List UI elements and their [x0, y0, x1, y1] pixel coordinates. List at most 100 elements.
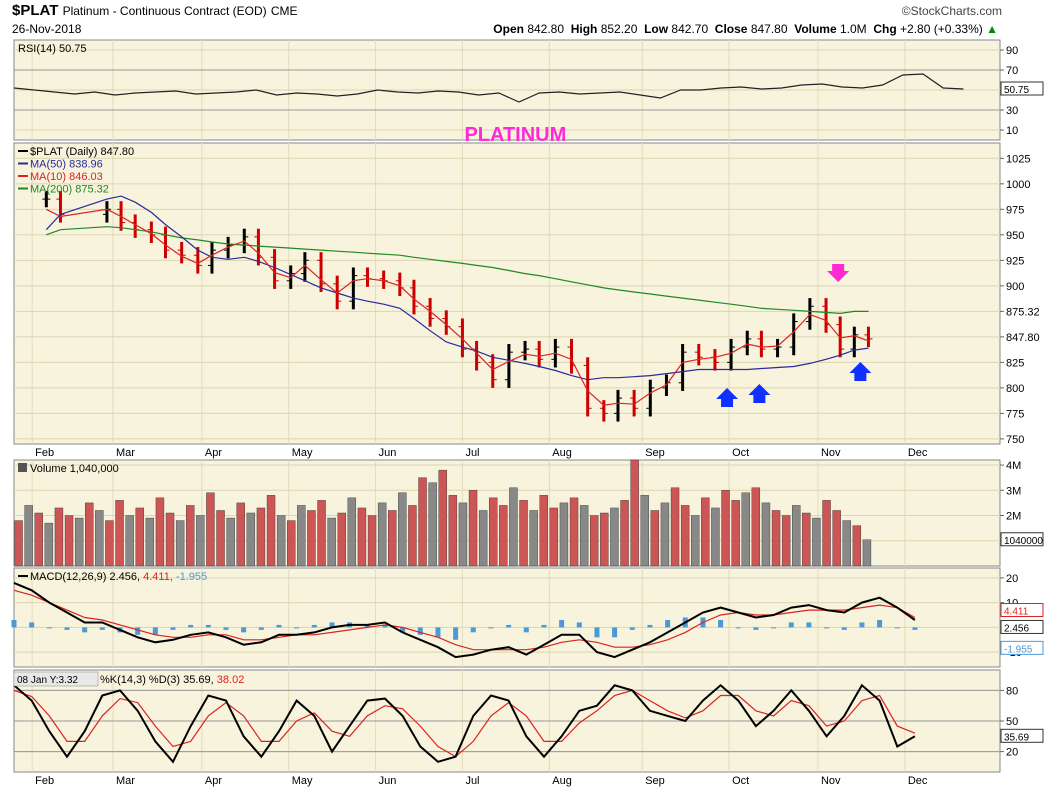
rsi-last-value-box — [1000, 81, 1044, 96]
stochastic-tick-label: 50 — [1006, 716, 1018, 728]
volume-bar — [155, 497, 165, 567]
volume-bar — [307, 510, 316, 567]
macd-histogram-bar — [788, 622, 794, 628]
close-value: 847.80 — [750, 22, 788, 36]
volume-tick-label: 2M — [1006, 511, 1021, 523]
brand-logo-text: ©StockCharts.com — [901, 4, 1002, 18]
price-month-label: Nov — [821, 447, 841, 459]
macd-histogram-bar — [912, 627, 918, 630]
rsi-tick-label: 10 — [1006, 125, 1018, 137]
volume-bar — [771, 510, 781, 567]
price-legend-entry: $PLAT (Daily) 847.80 — [30, 146, 134, 158]
volume-bar — [741, 492, 750, 567]
volume-bar — [802, 512, 811, 567]
volume-bar — [115, 500, 124, 567]
price-tick-label: 925 — [1006, 255, 1024, 267]
price-month-label: Jun — [379, 447, 397, 459]
volume-bar — [680, 505, 690, 567]
volume-bar — [135, 507, 144, 567]
volume-bar — [266, 495, 276, 567]
price-month-label: May — [292, 447, 313, 459]
macd-histogram-bar — [11, 619, 17, 628]
volume-bar — [85, 502, 94, 567]
rsi-legend: RSI(14) 50.75 — [18, 43, 86, 55]
price-month-label: Feb — [35, 447, 54, 459]
macd-histogram-bar — [46, 627, 52, 629]
price-month-label: Oct — [732, 447, 749, 459]
stochastic-month-label: May — [292, 775, 313, 787]
volume-bar — [54, 507, 64, 567]
macd-histogram-bar — [576, 622, 582, 628]
buy-signal-up-arrow-icon — [849, 362, 872, 381]
volume-bar — [388, 510, 397, 567]
symbol: $PLAT — [12, 2, 59, 19]
platinum-annotation: PLATINUM — [464, 124, 566, 146]
symbol-description: Platinum - Continuous Contract (EOD) — [62, 4, 267, 18]
price-tick-label: 1000 — [1006, 179, 1030, 191]
macd-histogram-bar — [894, 627, 900, 629]
stochastic-month-label: Jun — [379, 775, 397, 787]
volume-bar — [458, 502, 468, 567]
volume-bar — [64, 515, 74, 567]
price-tick-label: 975 — [1006, 204, 1024, 216]
volume-bar — [549, 507, 559, 567]
macd-histogram-bar — [29, 622, 35, 628]
volume-bar — [175, 520, 185, 567]
stochastic-month-label: Mar — [116, 775, 135, 787]
volume-bar — [640, 495, 649, 567]
rsi-last-value: 50.75 — [1004, 85, 1029, 96]
volume-bar — [812, 517, 821, 567]
volume-bar — [600, 512, 609, 567]
macd-histogram-bar — [612, 627, 618, 638]
macd-histogram-bar — [488, 627, 494, 629]
macd-histogram-bar — [400, 627, 406, 633]
price-month-label: Sep — [645, 447, 665, 459]
price-month-label: Jul — [465, 447, 479, 459]
volume-bar — [196, 515, 205, 567]
volume-bar — [711, 507, 720, 567]
crosshair-readout-box — [13, 671, 99, 687]
high-value: 852.20 — [600, 22, 638, 36]
volume-bar — [377, 502, 387, 567]
price-legend-entry: MA(10) 846.03 — [30, 171, 103, 183]
volume-bar — [246, 512, 256, 567]
macd-histogram-bar — [859, 622, 865, 628]
stochastic-month-label: Feb — [35, 775, 54, 787]
volume-bar — [670, 487, 680, 567]
volume-bar — [751, 487, 761, 567]
price-tick-label: 825 — [1006, 357, 1024, 369]
stochastic-d-line — [13, 689, 916, 758]
price-month-label: Apr — [205, 447, 222, 459]
volume-bar — [701, 497, 710, 567]
macd-hist-last-value-box — [1000, 640, 1044, 655]
macd-histogram-bar — [276, 624, 282, 628]
volume-legend-icon — [18, 463, 27, 472]
macd-histogram-bar — [435, 627, 441, 638]
volume-bar — [367, 515, 377, 567]
macd-legend: MACD(12,26,9) 2.456, 4.411, -1.955 — [30, 571, 207, 583]
symbol-title: $PLAT Platinum - Continuous Contract (EO… — [12, 2, 298, 19]
volume-bar — [297, 505, 306, 567]
volume-legend: Volume 1,040,000 — [30, 463, 119, 475]
macd-signal-line — [13, 589, 916, 651]
volume-label: Volume — [794, 22, 837, 36]
volume-bar — [186, 505, 195, 567]
macd-histogram-bar — [541, 624, 547, 628]
macd-histogram-bar — [99, 627, 105, 630]
macd-histogram-bar — [647, 624, 653, 628]
macd-histogram-bar — [771, 627, 777, 629]
macd-last-value: 2.456 — [1004, 623, 1029, 634]
volume-bar — [579, 505, 589, 567]
volume-bar — [660, 502, 670, 567]
volume-bar — [478, 510, 488, 567]
volume-bar — [691, 515, 700, 567]
macd-line — [13, 581, 916, 659]
macd-histogram-bar — [152, 627, 158, 635]
volume-bar — [448, 495, 458, 567]
stochastic-k-line — [13, 683, 916, 764]
volume-bar — [276, 515, 286, 567]
volume-bar — [630, 459, 639, 567]
volume-bar — [519, 500, 528, 567]
volume-bar — [822, 500, 831, 567]
macd-histogram-bar — [382, 624, 388, 628]
